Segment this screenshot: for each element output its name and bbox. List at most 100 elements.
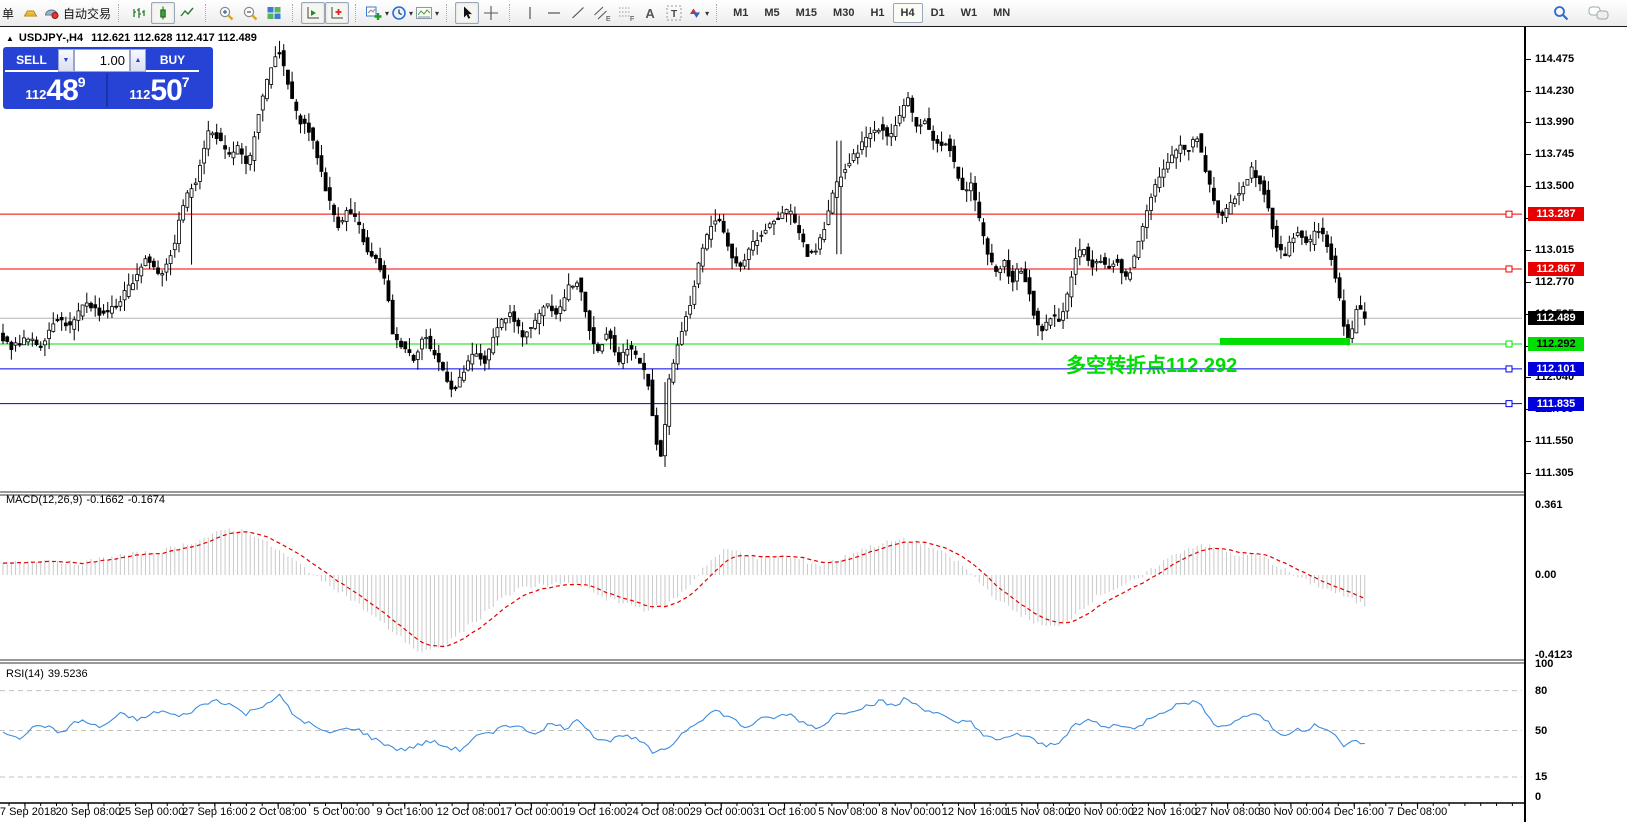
add-indicator-button[interactable]: ▾	[364, 2, 390, 24]
price-line-label: 112.101	[1528, 361, 1584, 376]
timeframe-button-mn[interactable]: MN	[993, 7, 1011, 19]
chart-shift-button[interactable]	[325, 2, 350, 24]
symbol-label: USDJPY-,H4	[18, 32, 84, 44]
crosshair-button[interactable]	[479, 2, 503, 24]
volume-down-button[interactable]: ▼	[58, 49, 74, 72]
time-axis-label: 9 Oct 16:00	[376, 806, 434, 818]
time-axis-label: 8 Nov 00:00	[881, 806, 941, 818]
time-axis-label: 2 Oct 08:00	[249, 806, 307, 818]
axis-tick	[1526, 59, 1531, 61]
timeframe-button-h1[interactable]: H1	[870, 7, 885, 19]
macd-axis-label: -0.4123	[1535, 648, 1573, 661]
timeframe-button-m5[interactable]: M5	[764, 7, 780, 19]
sell-price[interactable]: 112 48 9	[5, 73, 108, 107]
rsi-axis-label: 50	[1535, 724, 1548, 737]
buy-price-figure: 112	[129, 87, 151, 102]
volume-up-button[interactable]: ▲	[130, 49, 146, 72]
chevron-down-icon: ▾	[385, 8, 390, 18]
fibonacci-icon: F	[619, 7, 634, 22]
arrows-icon	[690, 8, 701, 18]
price-axis[interactable]: 114.475 114.230 113.990 113.745 113.500 113.2…	[1524, 27, 1627, 822]
new-order-button[interactable]: 单	[2, 6, 15, 21]
arrows-button[interactable]: ▾	[686, 2, 710, 24]
chevron-down-icon: ▾	[705, 8, 710, 18]
toolbar-grip	[118, 4, 123, 22]
autotrading-button[interactable]: 自动交易	[42, 2, 112, 24]
time-axis-label: 17 Sep 2018	[0, 806, 57, 818]
chart-shift-icon	[331, 7, 344, 19]
fibonacci-button[interactable]: F	[614, 2, 638, 24]
time-axis-label: 31 Oct 16:00	[753, 806, 817, 818]
time-axis-label: 20 Nov 00:00	[1068, 806, 1134, 818]
buy-price[interactable]: 112 50 7	[108, 73, 211, 107]
ohlc-values: 112.621 112.628 112.417 112.489	[91, 32, 257, 44]
time-axis-label: 30 Nov 00:00	[1258, 806, 1324, 818]
chart-canvas	[0, 40, 1524, 809]
time-axis-label: 12 Nov 16:00	[941, 806, 1008, 818]
zoom-in-button[interactable]	[214, 2, 238, 24]
autotrading-icon	[44, 9, 59, 19]
bar-chart-icon	[133, 8, 145, 18]
timeframe-button-w1[interactable]: W1	[960, 7, 978, 19]
axis-tick	[1526, 249, 1531, 251]
sell-price-figure: 112	[25, 87, 47, 102]
auto-scroll-button[interactable]	[301, 2, 326, 24]
text-label-icon: T	[666, 5, 682, 21]
cursor-button[interactable]	[455, 2, 480, 24]
price-tick-label: 113.500	[1535, 180, 1575, 193]
axis-tick	[1526, 154, 1531, 156]
text-label-button[interactable]: T	[662, 2, 686, 24]
bar-chart-button[interactable]	[127, 2, 151, 24]
buy-price-pips: 50	[150, 74, 182, 107]
time-axis-label: 12 Oct 08:00	[436, 806, 500, 818]
chart-window: ▲ USDJPY-,H4 112.621 112.628 112.417 112.4…	[0, 27, 1627, 822]
candlestick-icon	[160, 6, 166, 20]
timeframe-button-m1[interactable]: M1	[733, 7, 749, 19]
time-axis-label: 25 Sep 00:00	[118, 806, 185, 818]
sell-price-pips: 48	[46, 74, 78, 107]
templates-button[interactable]: ▾	[414, 2, 440, 24]
clock-icon	[392, 6, 406, 20]
price-tick-label: 111.305	[1535, 466, 1574, 479]
time-axis-label: 5 Nov 08:00	[818, 806, 878, 818]
horizontal-line-button[interactable]	[542, 2, 566, 24]
sell-button[interactable]: SELL	[5, 49, 58, 72]
collapse-icon[interactable]: ▲	[6, 34, 14, 43]
text-button[interactable]: A	[638, 2, 662, 24]
macd-label: MACD(12,26,9) -0.1662 -0.1674	[6, 494, 166, 506]
toolbar-grip	[446, 4, 451, 22]
time-axis-label: 22 Nov 16:00	[1131, 806, 1198, 818]
vertical-line-button[interactable]	[518, 2, 542, 24]
main-toolbar: 单 自动交易	[0, 0, 1627, 27]
time-axis-label: 27 Sep 16:00	[182, 806, 248, 818]
search-button[interactable]	[1549, 2, 1573, 24]
gold-icon[interactable]	[18, 2, 42, 24]
buy-button[interactable]: BUY	[146, 49, 199, 72]
equidistant-channel-button[interactable]: E	[590, 2, 614, 24]
horizontal-line-icon	[548, 12, 561, 14]
rsi-axis-label: 100	[1535, 658, 1554, 670]
volume-input[interactable]	[74, 49, 130, 72]
zoom-in-icon	[219, 6, 233, 20]
rsi-axis-label: 0	[1535, 791, 1542, 803]
pivot-annotation[interactable]: 多空转折点112.292	[1066, 355, 1238, 377]
timeframe-button-m15[interactable]: M15	[795, 7, 818, 19]
candlestick-button[interactable]	[151, 2, 176, 24]
toolbar-grip	[292, 4, 297, 22]
periods-button[interactable]: ▾	[390, 2, 414, 24]
rsi-label: RSI(14) 39.5236	[6, 668, 88, 680]
zoom-out-button[interactable]	[238, 2, 262, 24]
price-tick-label: 114.230	[1535, 85, 1575, 98]
toolbar-grip	[355, 4, 360, 22]
line-chart-button[interactable]	[175, 2, 199, 24]
rsi-axis-label: 15	[1535, 771, 1548, 784]
timeframe-button-d1[interactable]: D1	[930, 7, 945, 19]
chat-button[interactable]	[1587, 2, 1611, 24]
trendline-button[interactable]	[566, 2, 590, 24]
tile-windows-button[interactable]	[262, 2, 286, 24]
trendline-icon	[572, 7, 584, 19]
time-axis-label: 4 Dec 16:00	[1324, 806, 1384, 818]
timeframe-button-m30[interactable]: M30	[833, 7, 855, 19]
timeframe-button-h4[interactable]: H4	[892, 3, 923, 23]
axis-tick	[1526, 91, 1531, 93]
